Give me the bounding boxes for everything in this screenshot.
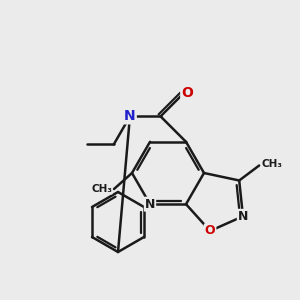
Text: O: O [181, 86, 193, 100]
Text: N: N [145, 198, 155, 211]
Text: O: O [205, 224, 215, 237]
Text: N: N [124, 110, 136, 123]
Text: N: N [238, 210, 248, 223]
Text: CH₃: CH₃ [261, 160, 282, 170]
Text: CH₃: CH₃ [91, 184, 112, 194]
